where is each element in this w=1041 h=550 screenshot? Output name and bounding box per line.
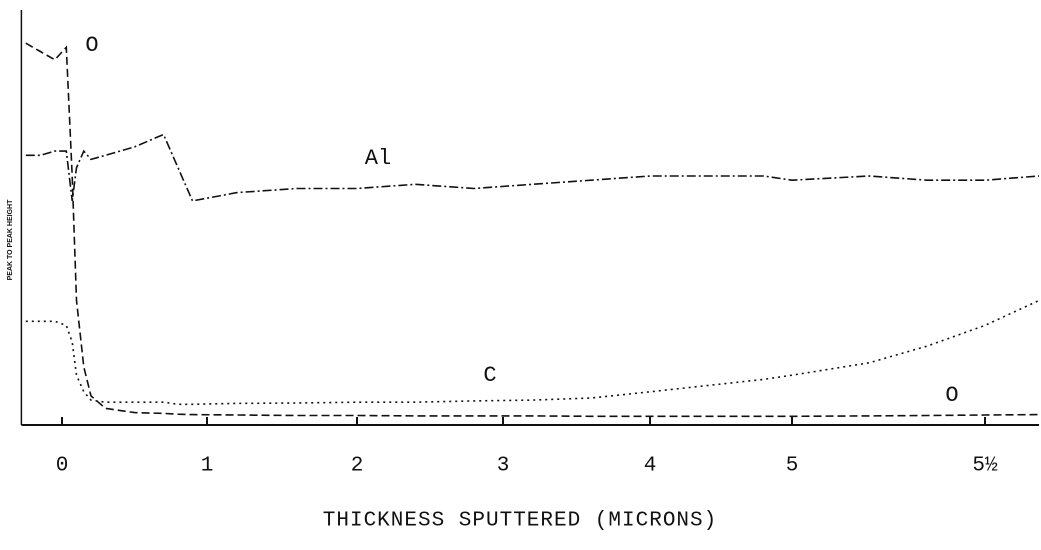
annotation: Al — [365, 146, 391, 171]
annotation: O — [85, 33, 98, 58]
x-tick-label: 5½ — [972, 455, 998, 478]
x-tick-label: 3 — [497, 455, 510, 478]
x-tick-label: 1 — [201, 455, 214, 478]
annotation: C — [483, 363, 496, 388]
x-tick-label: 2 — [351, 455, 364, 478]
x-axis-label: THICKNESS SPUTTERED (MICRONS) — [323, 510, 717, 533]
line-series — [25, 42, 1040, 418]
line-series — [25, 133, 1040, 202]
annotation: O — [945, 383, 958, 408]
x-tick-label: 5 — [786, 455, 799, 478]
x-tick-label: 4 — [644, 455, 657, 478]
y-axis-label: PEAK TO PEAK HEIGHT — [7, 199, 14, 280]
line-series — [25, 299, 1040, 406]
x-tick-label: 0 — [56, 455, 69, 478]
